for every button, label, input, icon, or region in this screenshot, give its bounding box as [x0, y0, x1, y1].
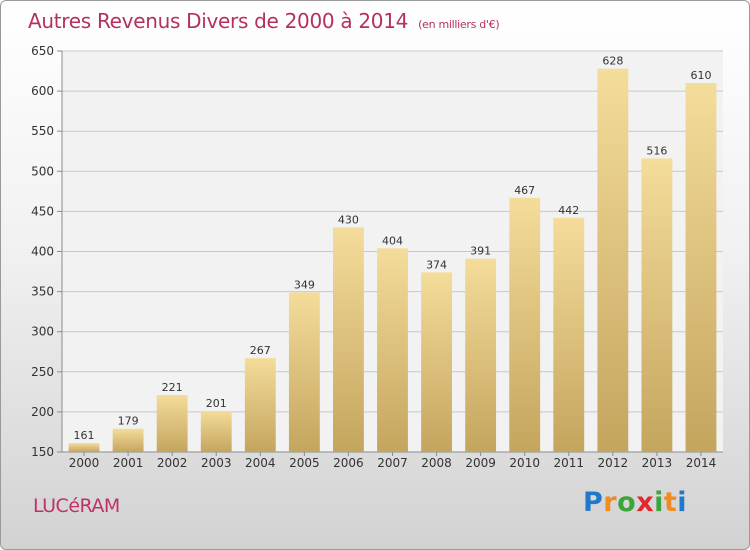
- proxiti-logo: Proxiti: [583, 487, 687, 518]
- x-tick-label: 2008: [421, 456, 452, 470]
- bar: [553, 217, 585, 452]
- y-tick-label: 150: [31, 445, 54, 459]
- bar-value-label: 201: [206, 397, 227, 410]
- y-tick-label: 650: [31, 44, 54, 58]
- bar-value-label: 374: [426, 258, 447, 271]
- bar-value-label: 430: [338, 213, 359, 226]
- bar-value-label: 221: [162, 381, 183, 394]
- chart-title-text: Autres Revenus Divers de 2000 à 2014: [28, 9, 409, 33]
- logo-letter: r: [603, 487, 618, 518]
- bar-value-label: 442: [558, 204, 579, 217]
- x-tick-label: 2013: [642, 456, 673, 470]
- bar-value-label: 404: [382, 234, 403, 247]
- logo-letter: t: [663, 487, 678, 518]
- x-tick-label: 2004: [245, 456, 276, 470]
- x-tick-label: 2011: [553, 456, 584, 470]
- x-tick-label: 2000: [69, 456, 100, 470]
- y-tick-label: 600: [31, 84, 54, 98]
- x-tick-label: 2002: [157, 456, 188, 470]
- bar-value-label: 349: [294, 278, 315, 291]
- bar-value-label: 516: [646, 144, 667, 157]
- y-tick-label: 200: [31, 405, 54, 419]
- bar: [465, 258, 497, 452]
- y-tick-label: 550: [31, 124, 54, 138]
- bar: [333, 227, 364, 452]
- x-tick-label: 2003: [201, 456, 232, 470]
- x-tick-label: 2001: [113, 456, 144, 470]
- logo-letter: P: [583, 487, 604, 518]
- bar: [597, 68, 629, 453]
- bar-value-label: 628: [602, 55, 623, 68]
- x-tick-label: 2009: [465, 456, 496, 470]
- bar-value-label: 610: [690, 69, 711, 82]
- logo-letter: x: [636, 487, 655, 518]
- x-tick-label: 2010: [509, 456, 540, 470]
- bar-value-label: 391: [470, 245, 491, 258]
- x-tick-label: 2006: [333, 456, 364, 470]
- bar: [377, 248, 408, 452]
- bar: [244, 358, 276, 452]
- bar-value-label: 467: [514, 184, 535, 197]
- bar: [156, 395, 188, 452]
- y-tick-label: 300: [31, 325, 54, 339]
- bar-value-label: 267: [250, 344, 271, 357]
- x-tick-label: 2007: [377, 456, 408, 470]
- bar: [509, 197, 541, 452]
- y-tick-label: 450: [31, 204, 54, 218]
- bar: [112, 428, 144, 452]
- y-tick-label: 500: [31, 164, 54, 178]
- location-label: LUCéRAM: [33, 495, 120, 517]
- y-tick-label: 400: [31, 245, 54, 259]
- logo-letter: i: [654, 487, 664, 518]
- x-tick-label: 2014: [686, 456, 717, 470]
- y-tick-label: 250: [31, 365, 54, 379]
- bar-value-label: 161: [74, 429, 95, 442]
- logo-letter: o: [617, 487, 637, 518]
- chart-subtitle: (en milliers d'€): [418, 18, 500, 31]
- y-tick-label: 350: [31, 285, 54, 299]
- bar: [641, 158, 673, 452]
- bar: [68, 443, 100, 452]
- logo-letter: i: [677, 487, 688, 518]
- chart-title: Autres Revenus Divers de 2000 à 2014 (en…: [28, 9, 500, 33]
- bar-value-label: 179: [118, 415, 139, 428]
- bar: [200, 411, 232, 452]
- bar: [685, 83, 717, 452]
- x-tick-label: 2012: [598, 456, 629, 470]
- bar: [288, 292, 320, 452]
- x-tick-label: 2005: [289, 456, 320, 470]
- bar: [421, 272, 452, 452]
